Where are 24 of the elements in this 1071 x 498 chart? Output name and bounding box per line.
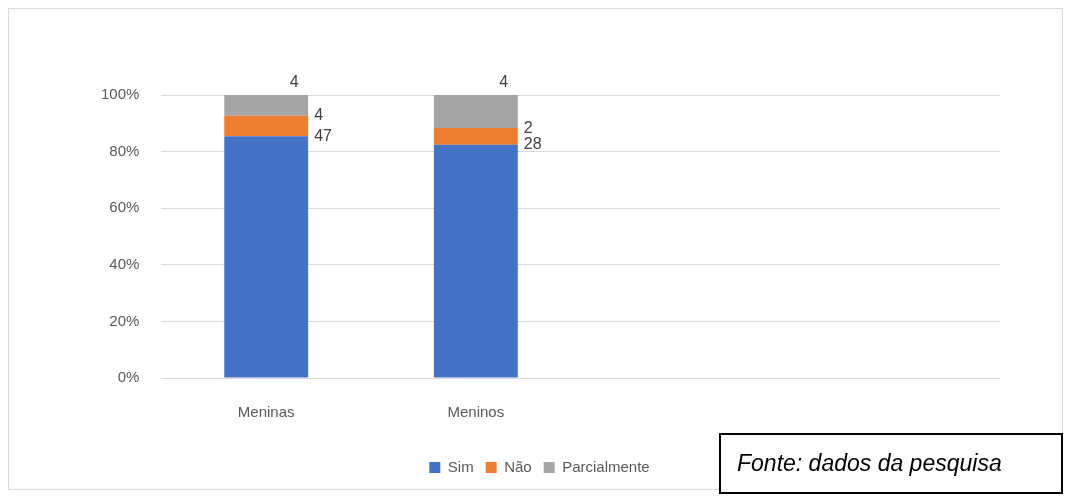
x-tick-label: Meninas — [237, 403, 295, 421]
annotation: 4 — [289, 73, 299, 91]
legend-label: Sim — [447, 457, 474, 475]
bar — [433, 128, 518, 145]
bar — [433, 95, 518, 129]
y-tick-label: 80% — [109, 141, 140, 159]
y-tick-label: 0% — [117, 368, 140, 386]
y-tick-label: 100% — [100, 85, 140, 103]
annotation: 4 — [314, 106, 324, 124]
y-tick-label: 20% — [109, 311, 140, 329]
legend-label: Não — [504, 457, 532, 475]
bar — [224, 95, 309, 116]
bar — [224, 115, 309, 137]
annotation: 47 — [314, 126, 333, 144]
annotation: 4 — [499, 73, 509, 91]
x-tick-label: Meninos — [447, 403, 505, 421]
bar — [433, 144, 518, 378]
annotation: 28 — [523, 135, 542, 153]
annotation: 2 — [523, 118, 533, 136]
bar — [224, 136, 309, 378]
y-tick-label: 60% — [109, 198, 140, 216]
legend-label: Parcialmente — [562, 457, 650, 475]
y-tick-label: 40% — [109, 254, 140, 272]
source-note: Fonte: dados da pesquisa — [719, 433, 1063, 494]
